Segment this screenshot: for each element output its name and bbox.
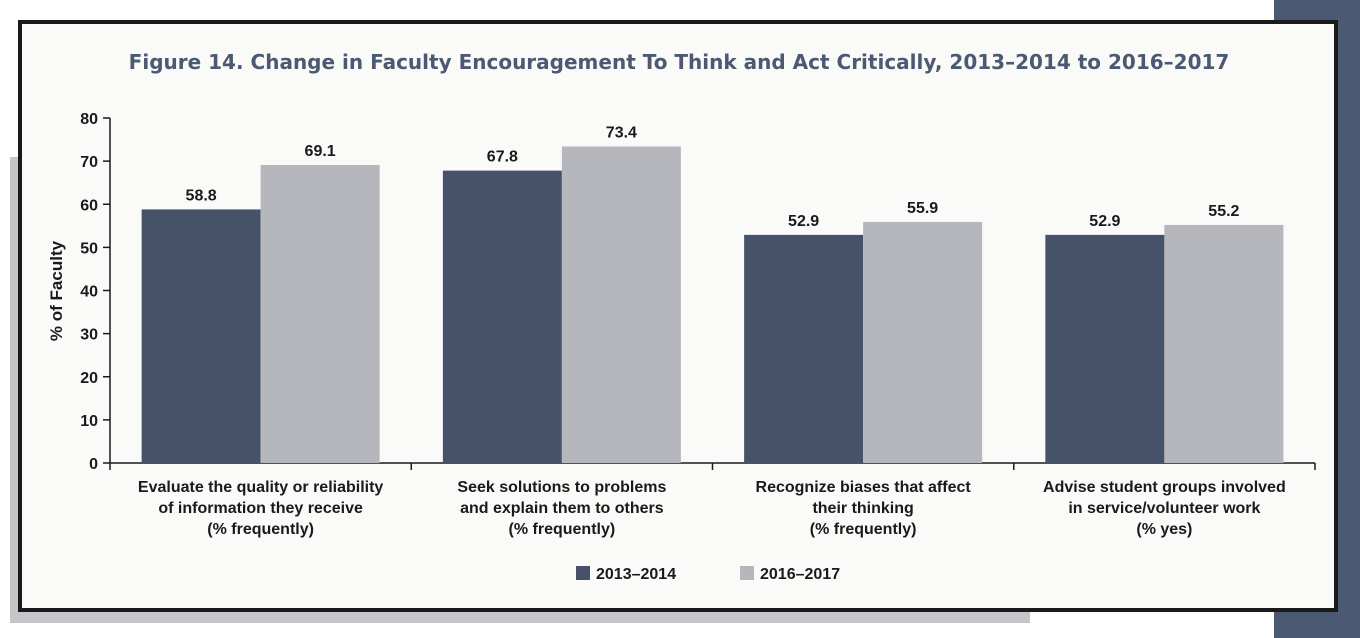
bar (1045, 234, 1165, 463)
legend-swatch (740, 566, 754, 580)
y-axis: 0 10 20 30 40 50 60 70 80 (80, 111, 111, 473)
bars: 58.8 69.1 67.8 73.4 52.9 55.9 52.9 55.2 (141, 124, 1284, 464)
y-axis-label: % of Faculty (47, 240, 66, 341)
category-label: (% frequently) (207, 521, 314, 538)
y-tick-label: 60 (80, 197, 98, 214)
category-label: of information they receive (158, 500, 363, 517)
data-label: 55.2 (1208, 203, 1239, 220)
y-tick-label: 20 (80, 370, 98, 387)
category-label: (% yes) (1136, 521, 1192, 538)
bar (260, 165, 380, 463)
y-tick-label: 0 (89, 456, 98, 473)
category-label: Advise student groups involved (1043, 479, 1286, 496)
bar (1164, 224, 1284, 463)
category-label: Evaluate the quality or reliability (138, 479, 384, 496)
category-label: Seek solutions to problems (457, 479, 666, 496)
category-label: their thinking (812, 500, 913, 517)
legend-label: 2016–2017 (760, 566, 840, 583)
category-label: in service/volunteer work (1068, 500, 1260, 517)
data-label: 58.8 (186, 187, 217, 204)
data-label: 67.8 (487, 149, 518, 166)
category-label: Recognize biases that affect (756, 479, 972, 496)
bar (141, 209, 261, 463)
category-label: and explain them to others (460, 500, 664, 517)
data-label: 73.4 (606, 124, 637, 141)
legend: 2013–2014 2016–2017 (576, 566, 840, 583)
bar (561, 146, 681, 463)
x-axis (109, 462, 1316, 470)
data-label: 55.9 (907, 200, 938, 217)
y-tick-label: 10 (80, 413, 98, 430)
data-label: 52.9 (1089, 213, 1120, 230)
legend-label: 2013–2014 (596, 566, 676, 583)
data-label: 69.1 (305, 143, 336, 160)
bar (863, 221, 983, 463)
data-label: 52.9 (788, 213, 819, 230)
bar (442, 170, 562, 464)
chart-title: Figure 14. Change in Faculty Encourageme… (129, 50, 1230, 74)
category-label: (% frequently) (810, 521, 917, 538)
category-labels: Evaluate the quality or reliability of in… (138, 479, 1286, 538)
y-tick-label: 50 (80, 240, 98, 257)
y-tick-label: 70 (80, 154, 98, 171)
y-tick-label: 30 (80, 327, 98, 344)
legend-swatch (576, 566, 590, 580)
bar (744, 234, 864, 463)
category-label: (% frequently) (509, 521, 616, 538)
y-tick-label: 80 (80, 111, 98, 128)
y-tick-label: 40 (80, 284, 98, 301)
